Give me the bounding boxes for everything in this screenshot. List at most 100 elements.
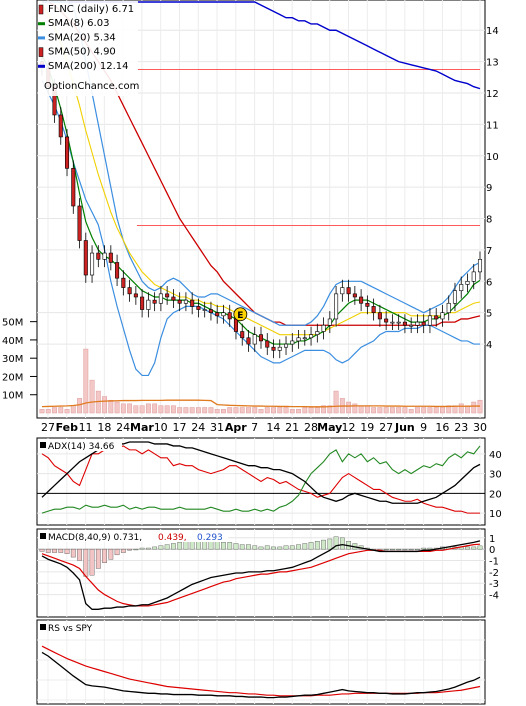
macd-histogram-bar <box>252 545 258 550</box>
macd-histogram-bar <box>171 543 176 550</box>
x-tick-label: 30 <box>473 421 487 434</box>
volume-bar <box>421 407 427 414</box>
x-tick-label: 23 <box>454 421 468 434</box>
x-tick-label: 21 <box>285 421 299 434</box>
price-tick-label: 6 <box>486 277 492 288</box>
x-tick-label: 18 <box>97 421 111 434</box>
x-tick-label: 24 <box>116 421 130 434</box>
price-tick-label: 12 <box>486 89 499 100</box>
candle-body <box>346 287 351 295</box>
price-tick-label: 4 <box>486 340 492 351</box>
legend-entry: SMA(200) 12.14 <box>48 61 129 72</box>
candle-body <box>290 340 295 345</box>
price-tick-label: 13 <box>486 58 499 69</box>
volume-bar <box>164 405 170 414</box>
macd-tick-label: -4 <box>489 591 499 602</box>
volume-bar <box>120 403 126 414</box>
volume-bar <box>296 409 301 414</box>
volume-bar <box>152 403 158 414</box>
candle-body <box>471 271 476 282</box>
macd-hist-value: 0.293 <box>197 533 223 543</box>
volume-bar <box>277 407 283 414</box>
candle-body <box>477 259 483 273</box>
volume-bar <box>352 403 358 414</box>
x-tick-label: 16 <box>435 421 449 434</box>
x-tick-label: Feb <box>56 421 79 434</box>
candle-body <box>102 252 107 260</box>
macd-histogram-bar <box>271 546 276 550</box>
x-tick-label: 17 <box>172 421 186 434</box>
volume-bar <box>70 405 76 414</box>
candle-body <box>446 302 451 313</box>
legend-swatch <box>38 22 45 26</box>
legend-entry: SMA(20) 5.34 <box>48 32 116 43</box>
candle-body <box>96 252 101 260</box>
adx-tick-label: 40 <box>489 450 502 461</box>
volume-bar <box>127 403 133 414</box>
candle-body <box>371 306 376 313</box>
legend-entry: FLNC (daily) 6.71 <box>48 4 134 15</box>
watermark: OptionChance.com <box>44 81 139 92</box>
candle-body <box>315 331 320 335</box>
macd-histogram-bar <box>477 545 483 550</box>
volume-average-line <box>41 399 480 408</box>
macd-signal-value: 0.439, <box>158 533 187 543</box>
volume-bar <box>271 407 276 414</box>
macd-label-bg <box>38 530 228 542</box>
candle-body <box>252 334 257 345</box>
candle-body <box>215 312 220 317</box>
candle-body <box>409 324 414 327</box>
volume-bar <box>364 405 370 414</box>
legend-entry: SMA(50) 4.90 <box>48 47 116 58</box>
candle-body <box>127 287 132 295</box>
volume-bar <box>358 405 364 414</box>
macd-histogram-bar <box>95 548 101 569</box>
candle-body <box>65 136 70 169</box>
volume-bar <box>170 405 176 414</box>
macd-tick-label: 1 <box>489 534 495 545</box>
price-tick-label: 5 <box>486 309 492 320</box>
price-tick-label: 8 <box>486 215 492 226</box>
macd-histogram-bar <box>227 542 233 550</box>
macd-histogram-bar <box>258 546 264 550</box>
adx-tick-label: 30 <box>489 470 502 481</box>
volume-bar <box>145 403 151 414</box>
volume-bar <box>433 407 439 414</box>
volume-bar <box>89 379 95 414</box>
volume-bar <box>39 409 45 414</box>
price-tick-label: 14 <box>486 26 499 37</box>
volume-bar <box>408 409 414 414</box>
volume-bar <box>227 407 233 414</box>
macd-panel: -4-3-2-101 MACD(8,40,9) 0.731, 0.439, 0.… <box>36 528 499 618</box>
candle-body <box>108 252 113 263</box>
rs-label: RS vs SPY <box>48 624 93 634</box>
candle-body <box>465 281 470 285</box>
volume-bar <box>314 407 320 414</box>
x-tick-label: 19 <box>360 421 374 434</box>
volume-bar <box>402 407 408 414</box>
legend: FLNC (daily) 6.71 SMA(8) 6.03 SMA(20) 5.34… <box>38 1 139 96</box>
volume-bar <box>233 407 239 414</box>
earnings-marker-label: E <box>237 311 243 321</box>
macd-histogram-bar <box>246 544 251 550</box>
macd-histogram-bar <box>402 548 408 551</box>
macd-histogram-bar <box>289 545 295 550</box>
candle-body <box>377 312 382 320</box>
candle-body <box>271 346 276 351</box>
sma20-line <box>41 4 481 336</box>
candle-body <box>83 240 88 276</box>
volume-bar <box>208 407 214 414</box>
price-axis: 4 5 6 7 8 9 10 11 12 13 14 <box>486 26 499 351</box>
legend-entry: SMA(8) 6.03 <box>48 18 109 29</box>
macd-histogram-bar <box>296 544 301 550</box>
x-tick-label: 27 <box>379 421 393 434</box>
macd-tick-label: -2 <box>489 568 499 579</box>
macd-histogram-bar <box>133 548 139 551</box>
bollinger-upper-line <box>42 1 481 326</box>
candle-body <box>352 293 357 298</box>
adx-label: ADX(14) 34.66 <box>48 442 115 452</box>
macd-tick-label: -1 <box>489 557 499 568</box>
earnings-marker-circle <box>233 307 248 322</box>
volume-bar <box>77 398 82 414</box>
x-tick-label: 14 <box>266 421 280 434</box>
